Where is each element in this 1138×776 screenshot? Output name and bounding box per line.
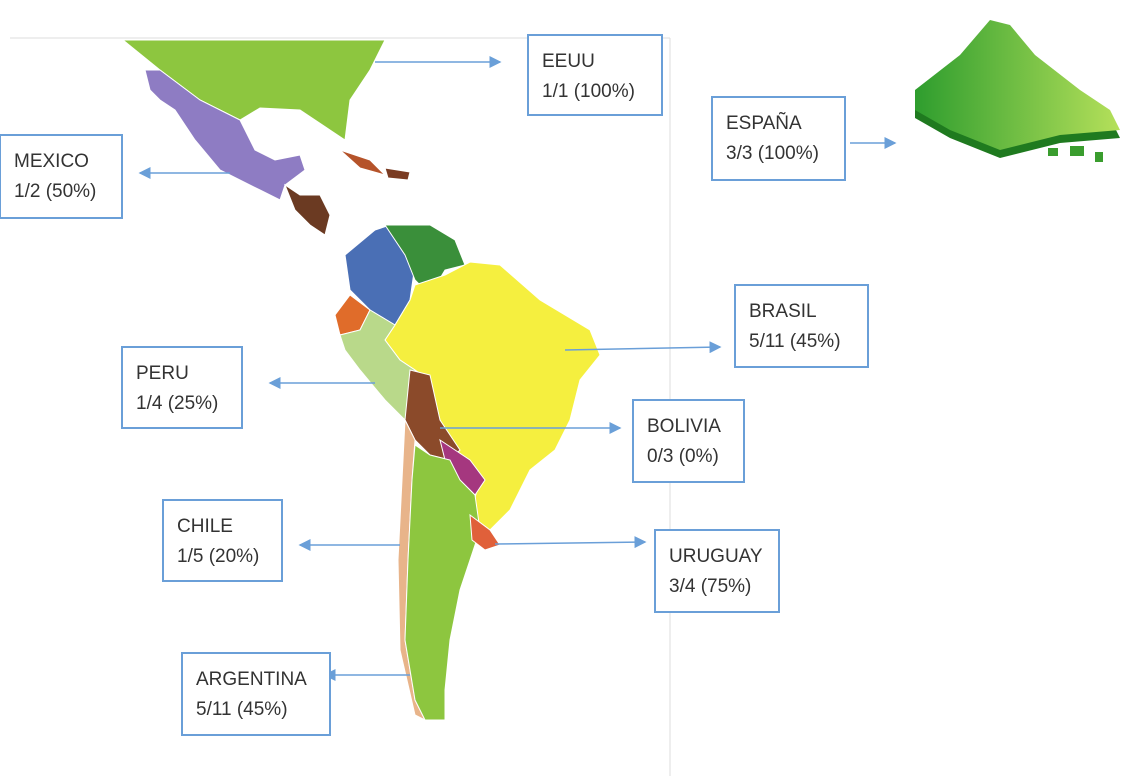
country-name: ESPAÑA bbox=[726, 112, 802, 134]
country-label: BOLIVIA 0/3 (0%) bbox=[632, 399, 745, 483]
country-stat: 5/11 (45%) bbox=[196, 699, 288, 720]
label-box bbox=[527, 34, 663, 116]
country-stat: 3/4 (75%) bbox=[669, 576, 751, 597]
country-label: BRASIL 5/11 (45%) bbox=[734, 284, 869, 368]
country-name: URUGUAY bbox=[669, 546, 763, 567]
country-stat: 1/2 (50%) bbox=[14, 181, 96, 202]
americas-map bbox=[121, 39, 601, 722]
country-label: URUGUAY 3/4 (75%) bbox=[654, 529, 780, 613]
label-box bbox=[734, 284, 869, 368]
country-stat: 1/5 (20%) bbox=[177, 546, 259, 567]
spain-map bbox=[915, 20, 1120, 162]
country-stat: 0/3 (0%) bbox=[647, 446, 719, 467]
label-box bbox=[654, 529, 780, 613]
country-name: ARGENTINA bbox=[196, 669, 307, 690]
country-stat: 3/3 (100%) bbox=[726, 143, 819, 164]
country-label: MEXICO 1/2 (50%) bbox=[0, 134, 123, 219]
label-box bbox=[0, 134, 123, 219]
label-box bbox=[711, 96, 846, 181]
arrows bbox=[138, 56, 897, 681]
country-stat: 5/11 (45%) bbox=[749, 331, 841, 352]
label-box bbox=[632, 399, 745, 483]
country-name: CHILE bbox=[177, 516, 233, 537]
label-box bbox=[121, 346, 243, 429]
country-name: EEUU bbox=[542, 51, 595, 72]
country-stat: 1/1 (100%) bbox=[542, 81, 635, 102]
country-name: BRASIL bbox=[749, 301, 817, 322]
country-stat: 1/4 (25%) bbox=[136, 393, 218, 414]
label-box bbox=[162, 499, 283, 582]
label-boxes: EEUU 1/1 (100%) MEXICO 1/2 (50%) ESPAÑA 3/3 (… bbox=[0, 34, 869, 736]
label-box bbox=[181, 652, 331, 736]
country-label: PERU 1/4 (25%) bbox=[121, 346, 243, 429]
country-name: PERU bbox=[136, 363, 189, 384]
country-name: MEXICO bbox=[14, 151, 89, 172]
country-name: BOLIVIA bbox=[647, 416, 721, 437]
country-label: ARGENTINA 5/11 (45%) bbox=[181, 652, 331, 736]
country-label: EEUU 1/1 (100%) bbox=[527, 34, 663, 116]
country-label: ESPAÑA 3/3 (100%) bbox=[711, 96, 846, 181]
country-label: CHILE 1/5 (20%) bbox=[162, 499, 283, 582]
